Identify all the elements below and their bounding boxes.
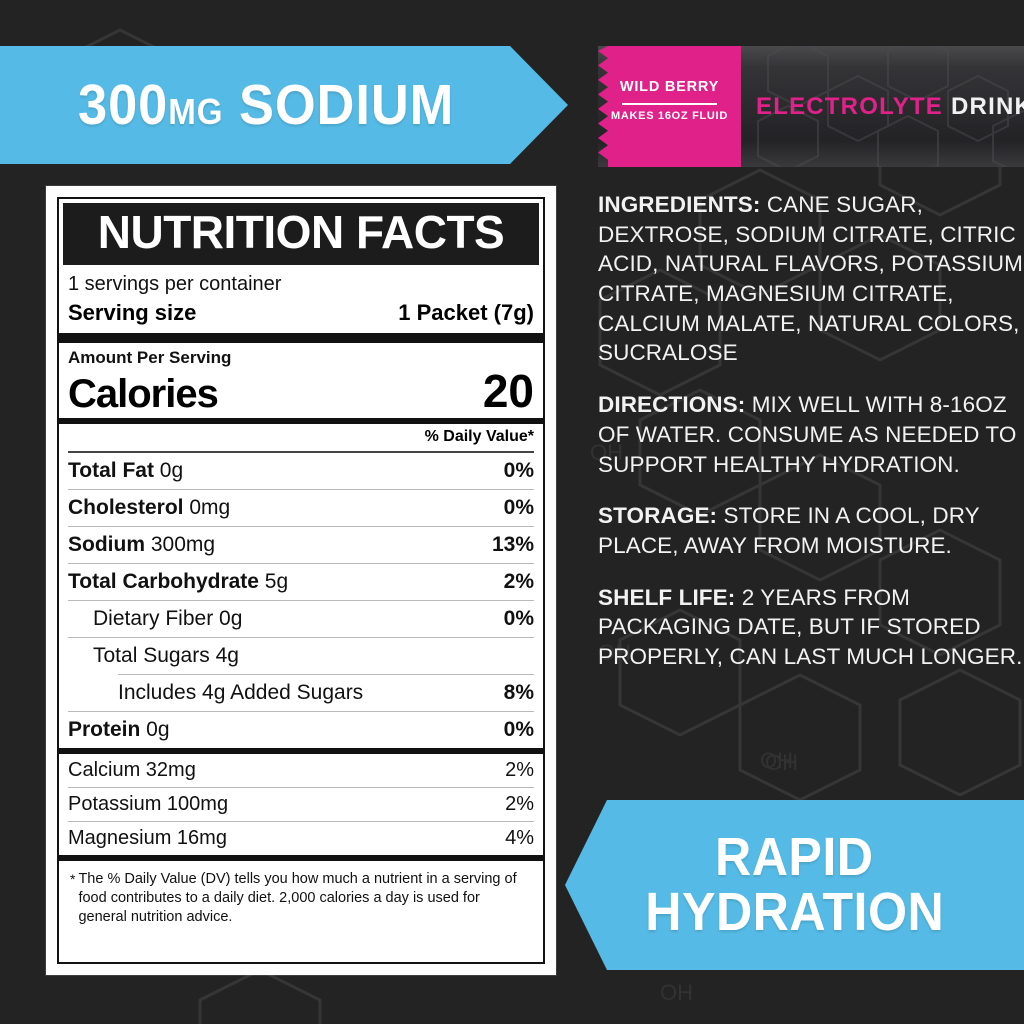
nutrient-name-bold: Sodium [68, 533, 145, 556]
nutrient-amount: 300mg [145, 533, 216, 556]
nutrient-pct: 0% [503, 607, 534, 630]
nutrient-amount: 5g [258, 570, 289, 593]
directions-label: DIRECTIONS: [598, 392, 746, 418]
svg-text:OH: OH [760, 748, 793, 773]
divider-thick-top [59, 333, 543, 343]
nutrition-facts-panel: NUTRITION FACTS 1 servings per container… [46, 186, 556, 975]
vitamin-name: Potassium 100mg [68, 793, 229, 815]
product-info-column: INGREDIENTS: CANE SUGAR, DEXTROSE, SODIU… [598, 190, 1024, 694]
storage-paragraph: STORAGE: STORE IN A COOL, DRY PLACE, AWA… [598, 501, 1024, 560]
table-row: Total Carbohydrate 5g 2% [68, 564, 534, 600]
shelf-life-label: SHELF LIFE: [598, 584, 736, 610]
serving-size-row: Serving size 1 Packet (7g) [68, 298, 534, 333]
serving-size-value: 1 Packet (7g) [398, 300, 534, 325]
nutrient-name: Total Fat 0g [68, 459, 183, 483]
vitamin-name: Calcium 32mg [68, 759, 196, 781]
calories-value: 20 [482, 365, 534, 417]
nutrient-name: Sodium 300mg [68, 533, 215, 557]
table-row: Total Fat 0g 0% [68, 453, 534, 489]
nutrition-facts-title: NUTRITION FACTS [63, 203, 539, 265]
footnote-section: * The % Daily Value (DV) tells you how m… [59, 861, 543, 927]
packet-flavor-label: WILD BERRY [619, 79, 720, 95]
table-row: Potassium 100mg 2% [68, 788, 534, 821]
table-row: Dietary Fiber 0g 0% [68, 601, 534, 637]
nutrient-amount: 0g [140, 718, 170, 741]
svg-text:OH: OH [765, 750, 798, 775]
vitamin-pct: 4% [505, 827, 534, 849]
nutrient-pct: 13% [491, 533, 534, 556]
packet-title: ELECTROLYTE DRINK MIX [756, 46, 1024, 167]
amount-per-serving-label: Amount Per Serving [68, 348, 232, 367]
vitamin-pct: 2% [505, 793, 534, 815]
footnote-asterisk: * [70, 871, 76, 887]
daily-value-footnote: * The % Daily Value (DV) tells you how m… [68, 861, 534, 927]
calories-label: Calories [68, 372, 219, 416]
nutrient-name-bold: Total Fat [68, 459, 154, 482]
nutrient-pct: 0% [503, 496, 534, 519]
nutrition-facts-inner: NUTRITION FACTS 1 servings per container… [57, 197, 545, 964]
vitamin-name: Magnesium 16mg [68, 827, 227, 849]
daily-value-header: % Daily Value* [424, 428, 534, 445]
banner-sodium-unit: MG [168, 91, 224, 132]
calories-section: Amount Per Serving Calories 20 [59, 343, 543, 418]
table-row: Calcium 32mg 2% [68, 754, 534, 787]
storage-label: STORAGE: [598, 503, 718, 529]
nutrient-name-bold: Protein [68, 718, 141, 741]
ingredients-block: INGREDIENTS: CANE SUGAR, DEXTROSE, SODIU… [598, 190, 1024, 368]
directions-paragraph: DIRECTIONS: MIX WELL WITH 8-16OZ OF WATE… [598, 390, 1024, 479]
banner-sodium-value: 300 [78, 73, 169, 137]
nutrient-name: Protein 0g [68, 718, 170, 742]
servings-per-container: 1 servings per container [68, 273, 282, 295]
ingredients-label: INGREDIENTS: [598, 192, 761, 217]
table-row: Protein 0g 0% [68, 712, 534, 748]
packet-title-plain: DRINK MIX [951, 92, 1024, 120]
shelf-life-block: SHELF LIFE: 2 YEARS FROM PACKAGING DATE,… [598, 583, 1024, 672]
svg-text:OH: OH [660, 980, 693, 1005]
table-row: Sodium 300mg 13% [68, 527, 534, 563]
packet-title-accent: ELECTROLYTE [756, 92, 944, 120]
packet-flavor-tab: WILD BERRY MAKES 16OZ FLUID [598, 46, 741, 167]
banner-hydration-line2: HYDRATION [645, 882, 944, 942]
packet-makes-label: MAKES 16OZ FLUID [611, 110, 728, 122]
footnote-text: The % Daily Value (DV) tells you how muc… [78, 871, 517, 926]
nutrient-pct: 0% [503, 718, 534, 741]
banner-sodium-callout: 300MG SODIUM [0, 46, 568, 164]
packet-divider [622, 103, 717, 105]
directions-block: DIRECTIONS: MIX WELL WITH 8-16OZ OF WATE… [598, 390, 1024, 479]
vitamins-section: Calcium 32mg 2% Potassium 100mg 2% Magne… [59, 754, 543, 855]
vitamin-pct: 2% [505, 759, 534, 781]
serving-size-label: Serving size [68, 300, 197, 325]
banner-sodium-text: 300MG SODIUM [78, 72, 454, 138]
nutrient-name: Total Sugars 4g [93, 644, 239, 667]
nutrient-amount: 0g [153, 459, 184, 482]
table-row: Total Sugars 4g [68, 638, 534, 674]
nutrition-serving-section: 1 servings per container Serving size 1 … [59, 265, 543, 333]
nutrient-amount: 0mg [183, 496, 231, 519]
shelf-life-paragraph: SHELF LIFE: 2 YEARS FROM PACKAGING DATE,… [598, 583, 1024, 672]
banner-rapid-hydration: RAPID HYDRATION [565, 800, 1024, 970]
nutrient-name: Total Carbohydrate 5g [68, 570, 288, 594]
banner-hydration-line1: RAPID [715, 826, 874, 887]
nutrient-name-bold: Cholesterol [68, 496, 184, 519]
table-row: Cholesterol 0mg 0% [68, 490, 534, 526]
ingredients-paragraph: INGREDIENTS: CANE SUGAR, DEXTROSE, SODIU… [598, 190, 1024, 368]
storage-block: STORAGE: STORE IN A COOL, DRY PLACE, AWA… [598, 501, 1024, 560]
product-packet-image: WILD BERRY MAKES 16OZ FLUID ELECTROLYTE … [598, 46, 1024, 167]
nutrient-name: Cholesterol 0mg [68, 496, 230, 520]
table-row: Includes 4g Added Sugars 8% [68, 675, 534, 711]
nutrient-name: Includes 4g Added Sugars [118, 681, 364, 704]
daily-value-header-section: % Daily Value* Total Fat 0g 0% Cholester… [59, 424, 543, 748]
calories-row: Calories 20 [68, 368, 534, 418]
ingredients-text: CANE SUGAR, DEXTROSE, SODIUM CITRATE, CI… [598, 192, 1023, 366]
banner-sodium-nutrient: SODIUM [223, 73, 455, 137]
nutrient-pct: 8% [503, 681, 534, 704]
nutrient-pct: 2% [503, 570, 534, 593]
nutrient-name: Dietary Fiber 0g [93, 607, 243, 630]
nutrient-pct: 0% [503, 459, 534, 482]
table-row: Magnesium 16mg 4% [68, 822, 534, 855]
nutrient-name-bold: Total Carbohydrate [68, 570, 259, 593]
